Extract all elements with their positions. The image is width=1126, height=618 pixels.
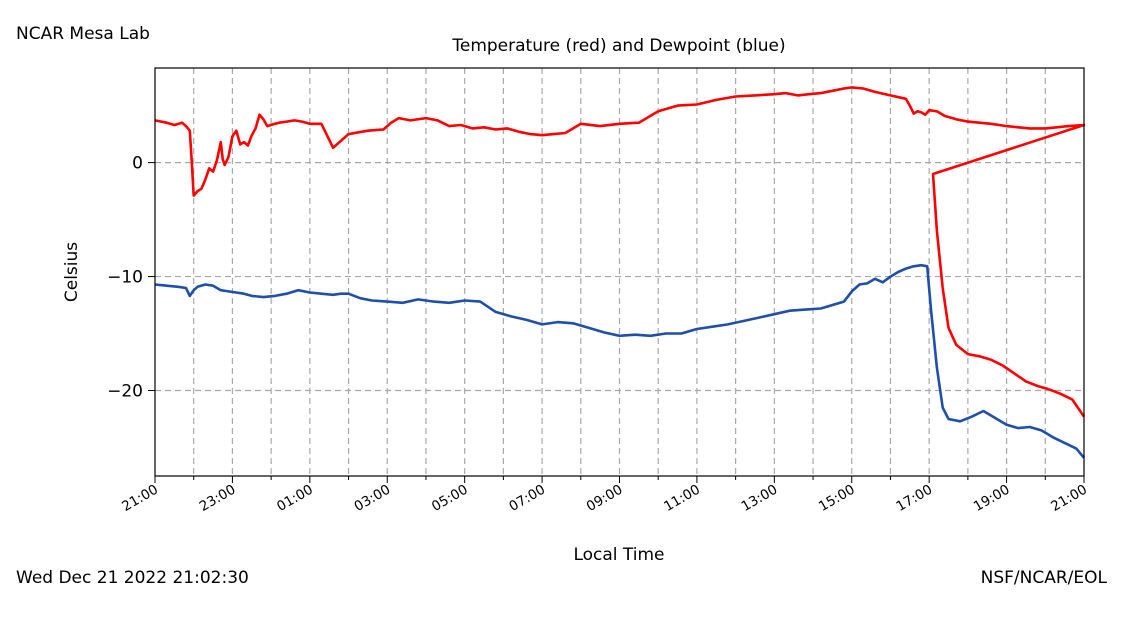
chart-title: Temperature (red) and Dewpoint (blue) — [451, 36, 785, 56]
x-axis-ticks: 21:00 23:00 01:00 03:00 05:00 07:00 09:00 11:00… — [119, 476, 1090, 515]
site-label: NCAR Mesa Lab — [16, 24, 150, 44]
x-tick-label: 17:00 — [893, 482, 935, 515]
y-axis-label: Celsius — [62, 242, 82, 302]
x-tick-label: 21:00 — [119, 482, 161, 515]
x-tick-label: 03:00 — [352, 482, 394, 515]
dewpoint-line — [154, 263, 1085, 459]
y-axis-ticks: 0 −10 −20 — [107, 154, 155, 402]
x-tick-label: 01:00 — [274, 482, 316, 515]
x-tick-label: 07:00 — [506, 482, 548, 515]
x-tick-label: 13:00 — [739, 482, 781, 515]
x-tick-label: 05:00 — [429, 482, 471, 515]
x-tick-label: 11:00 — [661, 482, 703, 515]
y-tick-label: −10 — [107, 268, 143, 288]
grid — [155, 68, 1084, 476]
temperature-line — [154, 86, 1086, 418]
y-tick-label: 0 — [132, 154, 143, 174]
credit-label: NSF/NCAR/EOL — [980, 568, 1107, 588]
x-tick-label: 15:00 — [816, 482, 858, 515]
x-tick-label: 21:00 — [1048, 482, 1090, 515]
series-lines — [154, 86, 1086, 459]
x-tick-label: 19:00 — [971, 482, 1013, 515]
x-tick-label: 09:00 — [584, 482, 626, 515]
timestamp: Wed Dec 21 2022 21:02:30 — [16, 568, 249, 588]
x-axis-label: Local Time — [573, 545, 664, 565]
x-tick-label: 23:00 — [197, 482, 239, 515]
y-tick-label: −20 — [107, 382, 143, 402]
